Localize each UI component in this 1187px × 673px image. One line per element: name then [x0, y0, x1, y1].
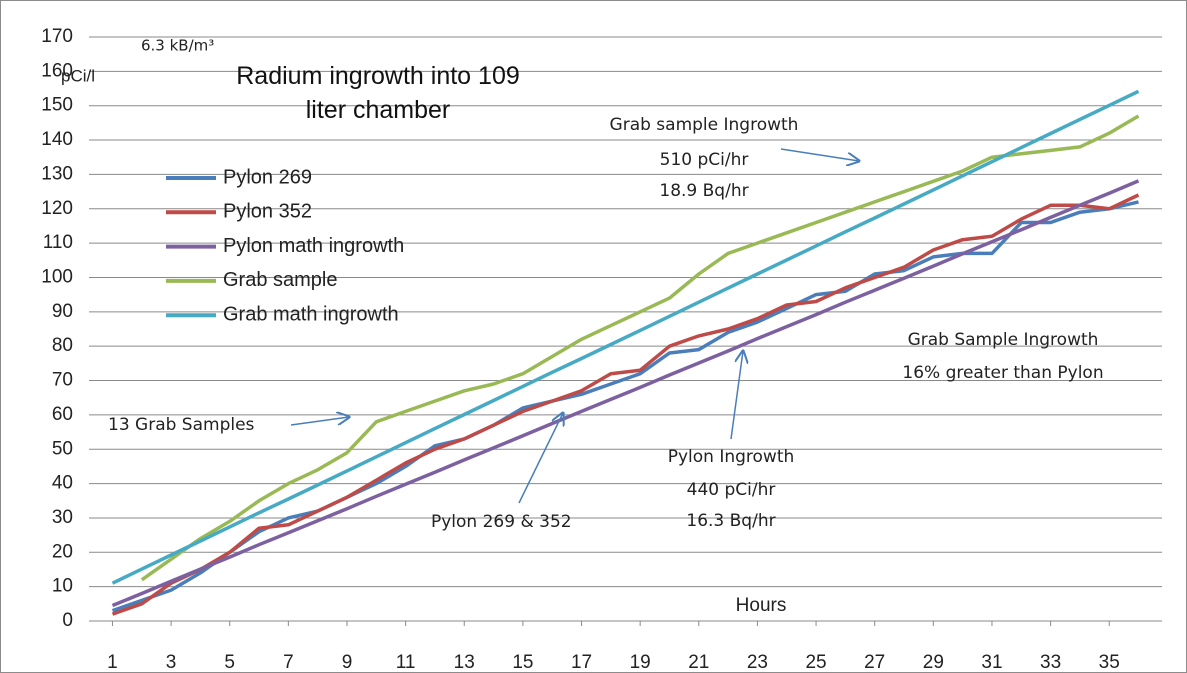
series-line	[111, 179, 1140, 608]
x-tick-label: 17	[571, 652, 592, 672]
x-tick-label: 5	[224, 652, 235, 672]
annotation: 16.3 Bq/hr	[686, 511, 775, 531]
legend-label: Grab sample	[223, 269, 338, 291]
arrow	[290, 417, 349, 426]
arrow	[780, 148, 859, 161]
arrows	[290, 148, 859, 504]
x-tick-label: 13	[454, 652, 475, 672]
arrow	[518, 413, 563, 504]
y-tick-label: 10	[52, 576, 73, 597]
x-tick-label: 23	[747, 652, 768, 672]
annotation: 18.9 Bq/hr	[659, 181, 748, 201]
x-tick-label: 11	[396, 652, 416, 672]
annotation: Pylon 269 & 352	[431, 512, 572, 532]
x-tick-label: 21	[688, 652, 709, 672]
y-tick-label: 150	[41, 95, 73, 116]
legend-label: Grab math ingrowth	[223, 303, 399, 325]
x-tick-label: 31	[981, 652, 1002, 672]
annotation: 6.3 kB/m³	[141, 37, 214, 55]
annotation: Pylon Ingrowth	[668, 447, 795, 467]
series-line	[111, 193, 1140, 616]
y-tick-label: 0	[62, 610, 73, 631]
y-tick-label: 130	[41, 163, 73, 184]
y-tick-label: 50	[52, 438, 73, 459]
x-tick-label: 7	[283, 652, 294, 672]
x-tick-label: 35	[1099, 652, 1120, 672]
y-tick-label: 80	[52, 335, 73, 356]
series-line	[111, 200, 1139, 613]
legend-label: Pylon 269	[223, 166, 312, 188]
annotation: 510 pCi/hr	[660, 150, 749, 170]
x-tick-label: 15	[512, 652, 533, 672]
y-tick-label: 100	[41, 266, 73, 287]
y-tick-label: 70	[52, 370, 73, 391]
y-tick-label: 90	[52, 301, 73, 322]
y-tick-label: 60	[52, 404, 73, 425]
x-tick-label: 33	[1040, 652, 1061, 672]
x-tick-label: 25	[805, 652, 826, 672]
y-tick-label: 110	[43, 232, 73, 253]
annotation: 16% greater than Pylon	[902, 363, 1103, 383]
y-tick-label: 20	[52, 541, 73, 562]
annotation: Grab sample Ingrowth	[610, 115, 799, 135]
y-axis-label: pCi/l	[61, 66, 95, 85]
x-tick-label: 29	[923, 652, 944, 672]
legend-label: Pylon math ingrowth	[223, 235, 404, 257]
series-line	[111, 89, 1140, 585]
y-tick-label: 140	[41, 129, 73, 150]
legend-label: Pylon 352	[223, 201, 312, 223]
annotation: 440 pCi/hr	[687, 480, 776, 500]
x-tick-label: 19	[630, 652, 651, 672]
y-tick-label: 170	[41, 26, 73, 47]
y-tick-label: 40	[52, 473, 73, 494]
y-tick-label: 160	[41, 60, 73, 81]
x-tick-label: 9	[342, 652, 353, 672]
x-tick-label: 1	[107, 652, 118, 672]
arrow	[730, 351, 743, 440]
y-tick-label: 120	[41, 198, 73, 219]
y-tick-label: 30	[52, 507, 73, 528]
x-tick-label: 27	[864, 652, 885, 672]
annotation: Grab Sample Ingrowth	[908, 330, 1099, 350]
x-axis-label: Hours	[736, 595, 787, 616]
series-line	[140, 114, 1140, 582]
annotation: 13 Grab Samples	[108, 415, 255, 435]
chart-title: Radium ingrowth into 109 liter chamber	[236, 62, 520, 124]
x-tick-label: 3	[166, 652, 177, 672]
